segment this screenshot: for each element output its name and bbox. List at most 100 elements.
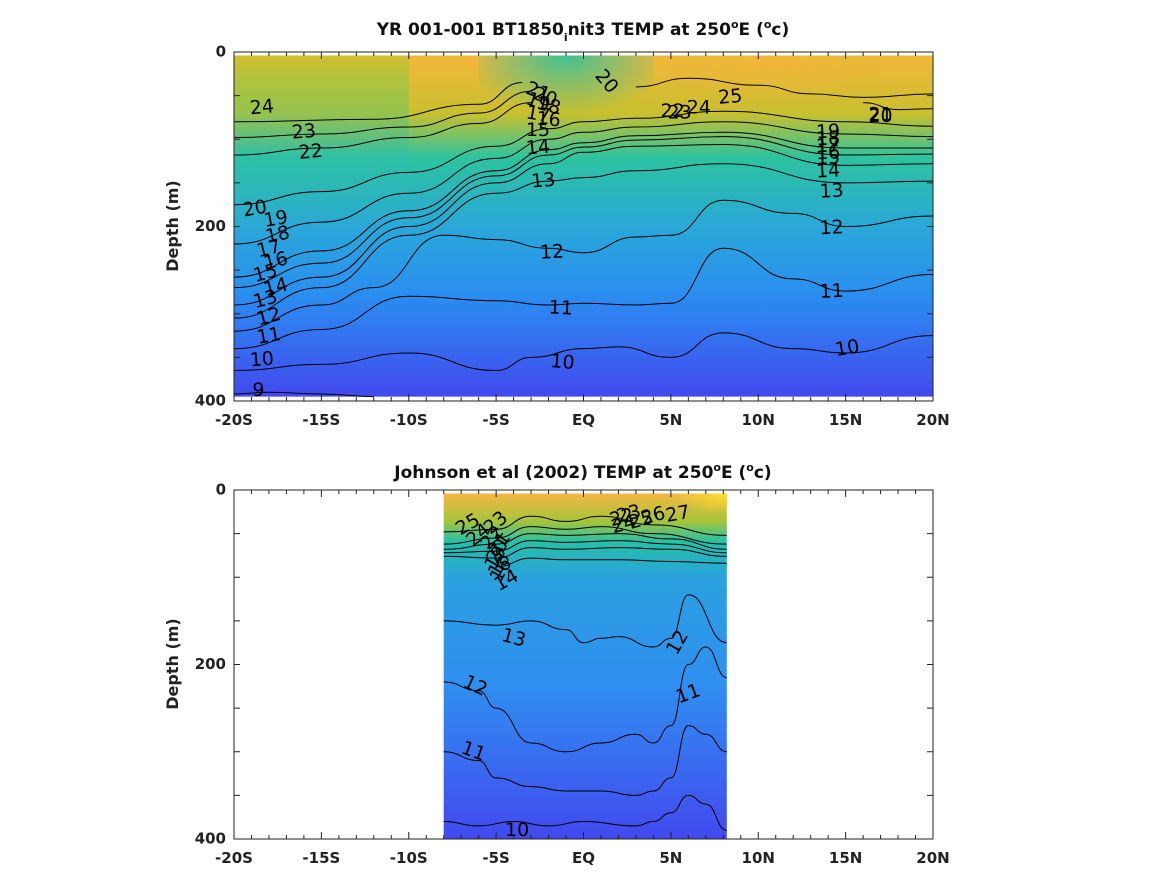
x-tick-label: 10N: [742, 849, 775, 867]
contour-label: 10: [550, 350, 576, 374]
contour-label: 24: [687, 96, 711, 118]
x-tick-label: 5N: [659, 849, 682, 867]
contour-line-24: [233, 82, 523, 123]
contour-label: 11: [255, 323, 283, 349]
contour-labels-top: 2423222019181716151413121110921201918171…: [241, 65, 893, 401]
x-tick-label: -10S: [390, 411, 428, 429]
contour-line-18: [233, 121, 934, 245]
contour-label: 21: [868, 103, 892, 125]
y-tick-label: 400: [195, 830, 226, 848]
contour-line-16: [233, 131, 933, 278]
y-tick-label: 0: [216, 481, 226, 499]
x-tick-label: -20S: [215, 411, 253, 429]
contour-line-22: [233, 102, 532, 156]
contour-line-14: [496, 557, 727, 568]
contour-label: 13: [530, 169, 556, 193]
contour-label: 9: [252, 379, 264, 401]
contour-label: 11: [819, 280, 844, 303]
contour-line-12: [233, 199, 934, 332]
contour-label: 17: [524, 101, 552, 127]
contour-line-13: [233, 163, 934, 319]
contour-label: 20: [868, 105, 892, 127]
contour-lines-top: [233, 77, 934, 398]
contour-line-13: [443, 594, 727, 648]
contour-label: 18: [815, 127, 840, 150]
contour-line-10: [443, 794, 727, 831]
cold-tongue: [478, 55, 654, 157]
contour-label: 22: [298, 140, 324, 164]
temperature-field-top: [234, 55, 933, 397]
y-tick-label: 200: [195, 655, 226, 673]
contour-label: 27: [664, 501, 692, 527]
contour-label: 24: [249, 95, 275, 119]
contour-line-16: [443, 547, 727, 559]
contour-line-22: [443, 526, 727, 545]
contour-line-14: [233, 143, 934, 306]
warm-pool-south: [234, 55, 409, 227]
contour-label: 12: [819, 216, 844, 239]
contour-label: 25: [717, 85, 743, 109]
contour-label: 16: [815, 141, 840, 164]
contour-label: 23: [291, 120, 317, 144]
contour-label: 22: [661, 100, 685, 122]
y-axis-label-bottom: Depth (m): [163, 618, 182, 710]
contour-line-20: [233, 110, 934, 206]
chart-title-top: YR 001-001 BT1850init3 TEMP at 250oE (oc…: [376, 18, 790, 44]
contour-label: 16: [536, 108, 562, 132]
contour-label: 20: [241, 196, 269, 222]
contour-label: 19: [262, 206, 290, 232]
x-tick-label: 10N: [742, 411, 775, 429]
contour-label: 15: [526, 119, 550, 141]
contour-label: 10: [505, 819, 529, 841]
y-tick-label: 400: [195, 392, 226, 410]
contour-line-25: [635, 77, 934, 98]
axes-top: -20S -15S -10S -5S EQ 5N 10N 15N 20N 0 200 400: [195, 43, 950, 430]
axes-bottom: -20S -15S -10S -5S EQ 5N 10N 15N 20N 0 200 400: [195, 481, 950, 868]
x-tick-label: EQ: [572, 411, 595, 429]
y-tick-label: 200: [195, 217, 226, 235]
contour-label: 17: [815, 134, 840, 157]
x-tick-label: 20N: [916, 411, 949, 429]
contour-line-10: [233, 332, 934, 372]
hot-surface-north: [618, 493, 727, 534]
contour-line-12: [443, 646, 727, 753]
x-tick-label: EQ: [572, 849, 595, 867]
contour-label: 10: [249, 347, 275, 371]
x-tick-label: 15N: [829, 849, 862, 867]
panel-top: YR 001-001 BT1850init3 TEMP at 250oE (oc…: [163, 18, 950, 429]
contour-label: 19: [815, 120, 840, 143]
x-tick-label: -10S: [390, 849, 428, 867]
chart-title-bottom: Johnson et al (2002) TEMP at 250oE (oc): [393, 461, 771, 483]
x-tick-label: 20N: [916, 849, 949, 867]
contour-line-18: [443, 540, 727, 554]
x-tick-label: 15N: [829, 411, 862, 429]
x-tick-label: -20S: [215, 849, 253, 867]
contour-line-9: [233, 391, 374, 398]
contour-line-25: [443, 515, 727, 536]
contour-label: 18: [263, 221, 291, 248]
contour-lines-bottom: [443, 515, 727, 831]
contour-line-15: [233, 136, 934, 289]
contour-label: 14: [815, 159, 840, 182]
contour-label: 11: [548, 296, 573, 319]
contour-label: 14: [525, 135, 551, 159]
contour-line-20: [443, 533, 727, 550]
contour-label: 15: [815, 146, 840, 169]
contour-label: 10: [833, 335, 861, 361]
x-tick-label: -15S: [302, 411, 340, 429]
panel-bottom: Johnson et al (2002) TEMP at 250oE (oc) …: [163, 461, 950, 867]
x-tick-label: 5N: [659, 411, 682, 429]
contour-line-23: [233, 90, 532, 138]
contour-label: 13: [819, 179, 844, 202]
contour-line-11: [443, 725, 727, 796]
contour-label: 23: [668, 102, 692, 124]
x-tick-label: -5S: [482, 411, 509, 429]
contour-line-11: [233, 247, 934, 350]
contour-line-21: [863, 102, 934, 111]
warm-pool-north: [670, 55, 881, 114]
y-axis-label-top: Depth (m): [163, 180, 182, 272]
x-tick-label: -5S: [482, 849, 509, 867]
y-tick-label: 0: [216, 43, 226, 61]
contour-label: 12: [539, 241, 564, 264]
